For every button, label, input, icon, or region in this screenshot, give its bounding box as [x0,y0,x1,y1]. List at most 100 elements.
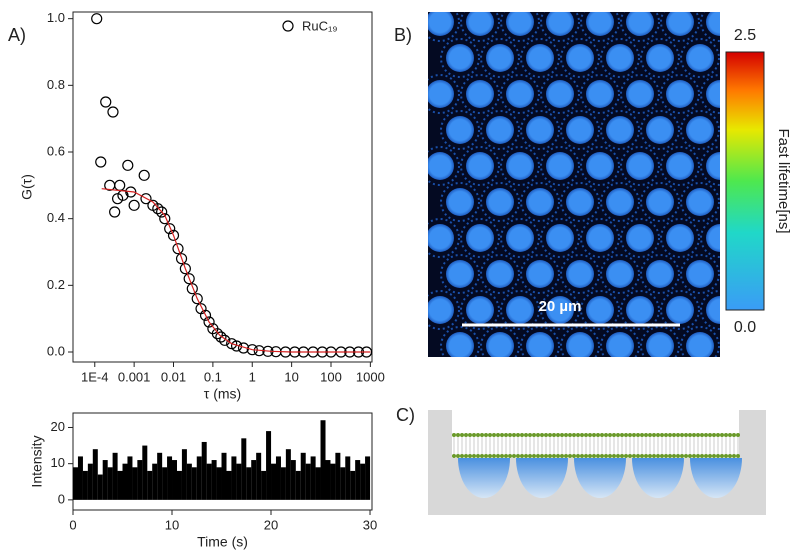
pore-rim [480,38,520,78]
lipid-head [532,433,536,437]
pore [646,188,674,216]
intensity-bar [82,470,88,500]
lipid-head [588,454,592,458]
pore [666,80,694,108]
pore-rim [580,290,620,330]
pore-rim [428,146,460,186]
pore-rim [560,254,600,294]
lipid-head [560,454,564,458]
pore-rim [540,290,580,330]
lipid-head [632,454,636,458]
plot-frame [72,412,373,511]
dome [632,458,684,498]
pore [526,44,554,72]
pore-rim [480,326,520,357]
pore-rim [640,110,680,150]
intensity-bar [211,460,217,500]
pore-rim [660,218,700,258]
x-tick-label: 10 [284,369,298,384]
pore [466,80,494,108]
lipid-head [716,433,720,437]
pore [626,12,654,36]
intensity-bar [137,460,143,500]
pore [428,152,454,180]
y-axis-label: Intensity [29,435,45,487]
pore [466,296,494,324]
pore [706,296,720,324]
lipid-head [516,454,520,458]
lipid-head [460,433,464,437]
lipid-head [452,454,456,458]
pore [506,80,534,108]
pore-rim [440,182,480,222]
pore [626,224,654,252]
pore [446,260,474,288]
lipid-head [564,454,568,458]
intensity-bar [157,452,163,500]
lipid-head [692,433,696,437]
pore-rim [440,326,480,357]
intensity-bar [360,463,366,500]
intensity-bar [107,467,113,500]
pore [506,296,534,324]
pore [706,152,720,180]
data-point [167,229,180,241]
pore [686,116,714,144]
intensity-bar [266,431,272,500]
pore [486,260,514,288]
pore-rim [580,146,620,186]
pore [686,332,714,357]
lipid-head [576,454,580,458]
lipid-head [560,433,564,437]
lipid-head [520,454,524,458]
lipid-head [724,433,728,437]
intensity-bar [365,456,371,500]
lipid-head [684,454,688,458]
lipid-head [692,454,696,458]
x-axis-label: τ (ms) [204,386,241,402]
pore-rim [660,290,700,330]
data-point [156,206,168,218]
pore-rim [500,218,540,258]
lipid-head [520,433,524,437]
pore-rim [761,255,794,293]
lipid-head [496,454,500,458]
data-point [203,316,215,328]
pore-rim [428,218,460,258]
lipid-head [620,433,624,437]
lipid-head [552,454,556,458]
lipid-head [664,433,668,437]
pore [428,296,454,324]
pore-rim [560,326,600,357]
x-tick-label: 1000 [356,369,385,384]
pore-rim [540,74,580,114]
pore [486,116,514,144]
lipid-head [456,433,460,437]
lipid-head [616,433,620,437]
lipid-head [480,433,484,437]
intensity-bar [290,460,296,500]
intensity-bar [295,470,301,500]
lipid-head [660,454,664,458]
x-axis-label: Time (s) [197,534,248,550]
lipid-head [736,433,740,437]
pore-rim [580,218,620,258]
data-point [215,331,227,343]
dome [690,458,742,498]
lipid-head [600,433,604,437]
intensity-bar [246,467,252,500]
pore-rim [620,290,660,330]
colorbar-title: Fast lifetime[ns] [775,128,792,233]
y-tick-label: 0.6 [47,143,65,158]
lipid-head [584,454,588,458]
lipid-head [544,433,548,437]
lipid-head [696,454,700,458]
pore-rim [620,12,660,42]
intensity-bar [196,456,202,500]
x-tick-label: 0.001 [118,369,151,384]
pore [586,152,614,180]
lipid-head [716,454,720,458]
lipid-head [700,433,704,437]
lipid-head [464,433,468,437]
lipid-head [612,454,616,458]
